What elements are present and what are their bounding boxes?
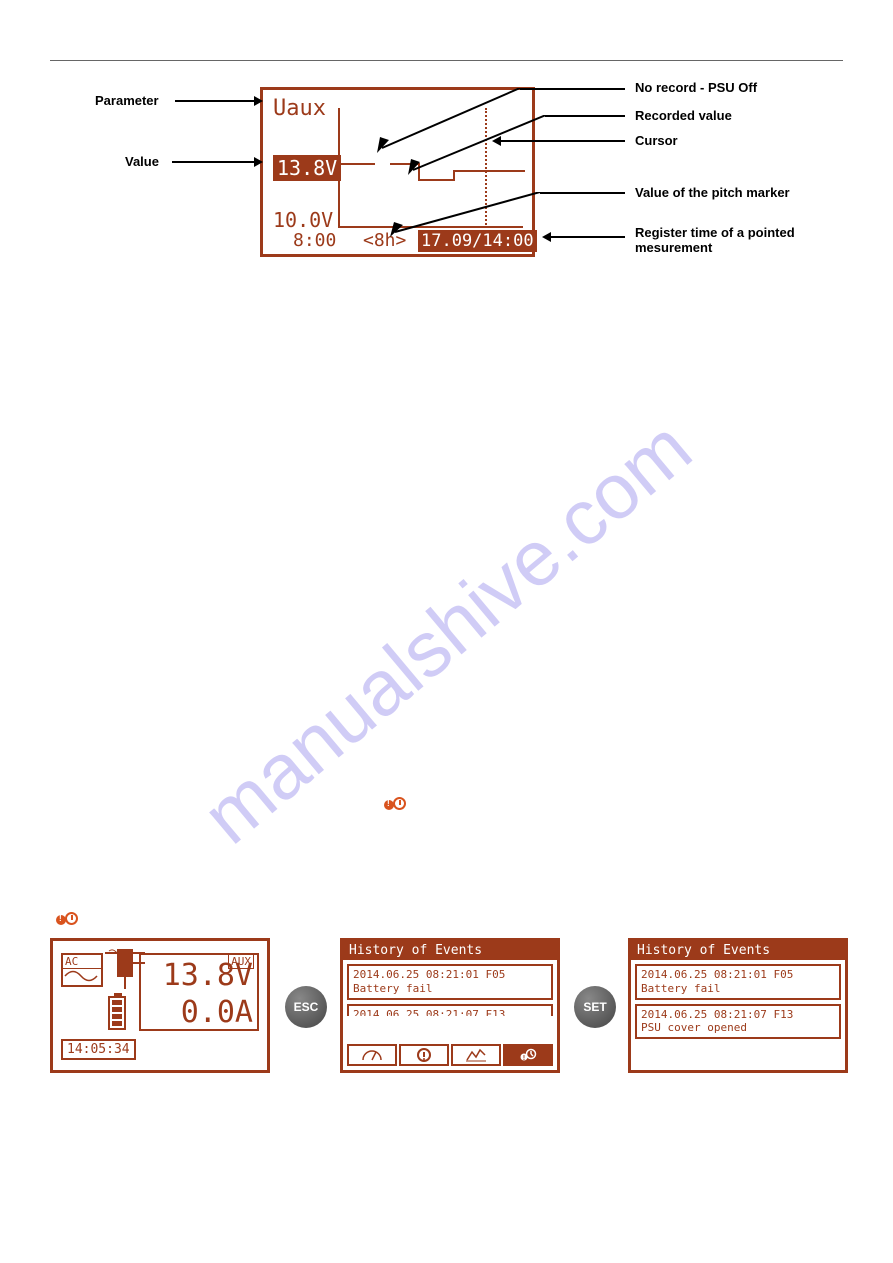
- event-entry-partial: 2014.06.25 08:21:07 F13: [347, 1004, 553, 1016]
- history-title: History of Events: [631, 941, 845, 960]
- arrow: [520, 88, 625, 90]
- event-entry: 2014.06.25 08:21:01 F05 Battery fail: [347, 964, 553, 1000]
- set-button[interactable]: SET: [574, 986, 616, 1028]
- arrow: [545, 115, 625, 117]
- arrow: [545, 236, 625, 238]
- tab-info[interactable]: [399, 1044, 449, 1066]
- label-regtime: Register time of a pointed mesurement: [635, 225, 805, 255]
- arrow: [495, 140, 625, 142]
- event-timestamp: 2014.06.25 08:21:07 F13: [353, 1008, 547, 1016]
- trace-seg: [340, 163, 375, 165]
- history-screen-list: History of Events 2014.06.25 08:21:01 F0…: [628, 938, 848, 1073]
- watermark-text: manualshive.com: [185, 402, 708, 862]
- lcd-start-time: 8:00: [293, 230, 336, 251]
- label-no-record: No record - PSU Off: [635, 80, 757, 95]
- label-value: Value: [125, 154, 159, 169]
- label-pitch: Value of the pitch marker: [635, 185, 790, 200]
- events-history-icon: [388, 797, 406, 815]
- history-title: History of Events: [343, 941, 557, 960]
- label-cursor: Cursor: [635, 133, 678, 148]
- tab-chart[interactable]: [451, 1044, 501, 1066]
- event-timestamp: 2014.06.25 08:21:01 F05: [641, 968, 835, 982]
- sine-icon: [63, 969, 101, 983]
- history-chart-diagram: Uaux 13.8V 10.0V 8:00 <8h> 17.09/14:00 P…: [80, 80, 830, 280]
- lcd-low-value: 10.0V: [273, 208, 333, 232]
- label-parameter: Parameter: [95, 93, 159, 108]
- lcd-value: 13.8V: [273, 155, 341, 181]
- clock-readout: 14:05:34: [61, 1039, 136, 1060]
- tab-gauge[interactable]: [347, 1044, 397, 1066]
- label-recorded: Recorded value: [635, 108, 732, 123]
- esc-button[interactable]: ESC: [285, 986, 327, 1028]
- arrow: [540, 192, 625, 194]
- tab-events-active[interactable]: !: [503, 1044, 553, 1066]
- aux-label: AUX: [228, 954, 254, 969]
- tab-bar: !: [347, 1044, 553, 1066]
- event-timestamp: 2014.06.25 08:21:07 F13: [641, 1008, 835, 1022]
- arrow-diag: [390, 192, 545, 237]
- event-text: PSU cover opened: [641, 1021, 835, 1035]
- arrow: [175, 100, 260, 102]
- arrow: [172, 161, 260, 163]
- svg-text:!: !: [522, 1054, 526, 1062]
- lcd-parameter: Uaux: [273, 96, 326, 121]
- aux-readout: AUX 13.8V 0.0A: [139, 953, 259, 1031]
- main-status-screen: AC AUX 13.8V 0.0A 14:05:34: [50, 938, 270, 1073]
- event-entry: 2014.06.25 08:21:01 F05 Battery fail: [635, 964, 841, 1000]
- event-entry: 2014.06.25 08:21:07 F13 PSU cover opened: [635, 1004, 841, 1040]
- battery-icon: [108, 996, 126, 1030]
- history-screen-tabs: History of Events 2014.06.25 08:21:01 F0…: [340, 938, 560, 1073]
- trace-seg: [418, 179, 453, 181]
- events-history-icon: [60, 912, 78, 930]
- event-text: Battery fail: [641, 982, 835, 996]
- arrow-diag: [408, 115, 548, 175]
- ac-label: AC: [63, 955, 101, 969]
- ac-indicator: AC: [61, 953, 103, 987]
- events-history-sequence: AC AUX 13.8V 0.0A 14:05:34 ESC History o…: [50, 938, 850, 1088]
- event-timestamp: 2014.06.25 08:21:01 F05: [353, 968, 547, 982]
- event-text: Battery fail: [353, 982, 547, 996]
- current-value: 0.0A: [141, 992, 257, 1029]
- page-top-rule: [50, 60, 843, 61]
